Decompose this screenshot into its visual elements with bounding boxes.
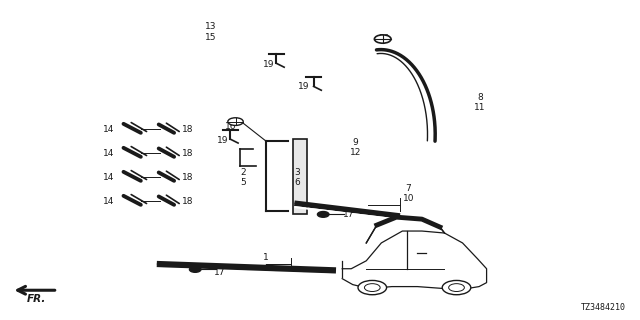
Text: 18: 18 xyxy=(182,197,194,206)
Text: 18: 18 xyxy=(182,125,194,134)
Text: 20: 20 xyxy=(378,34,390,43)
Text: FR.: FR. xyxy=(27,294,46,304)
Text: 17: 17 xyxy=(343,210,355,219)
Text: 3
6: 3 6 xyxy=(295,168,300,187)
Text: 19: 19 xyxy=(263,60,275,68)
Bar xyxy=(293,139,307,214)
Text: 2
5: 2 5 xyxy=(241,168,246,187)
Circle shape xyxy=(189,267,201,272)
Text: 13
15: 13 15 xyxy=(205,22,217,42)
Text: 17: 17 xyxy=(214,268,225,277)
Text: 9
12: 9 12 xyxy=(349,138,361,157)
Circle shape xyxy=(317,212,329,217)
Text: 14: 14 xyxy=(102,197,114,206)
Circle shape xyxy=(364,284,380,292)
Circle shape xyxy=(358,280,387,295)
Circle shape xyxy=(374,35,391,43)
Circle shape xyxy=(442,280,471,295)
Circle shape xyxy=(228,118,243,125)
Text: 1
4: 1 4 xyxy=(263,253,268,273)
Text: TZ3484210: TZ3484210 xyxy=(581,303,626,312)
Circle shape xyxy=(449,284,465,292)
Text: 19: 19 xyxy=(298,82,310,91)
Text: 18: 18 xyxy=(182,149,194,158)
Text: 14: 14 xyxy=(102,125,114,134)
Text: 14: 14 xyxy=(102,173,114,182)
Text: 19: 19 xyxy=(217,136,228,145)
Text: 18: 18 xyxy=(182,173,194,182)
Text: 7
10: 7 10 xyxy=(403,184,414,203)
Text: 16: 16 xyxy=(225,122,236,131)
Text: 8
11: 8 11 xyxy=(474,93,486,112)
Text: 14: 14 xyxy=(102,149,114,158)
